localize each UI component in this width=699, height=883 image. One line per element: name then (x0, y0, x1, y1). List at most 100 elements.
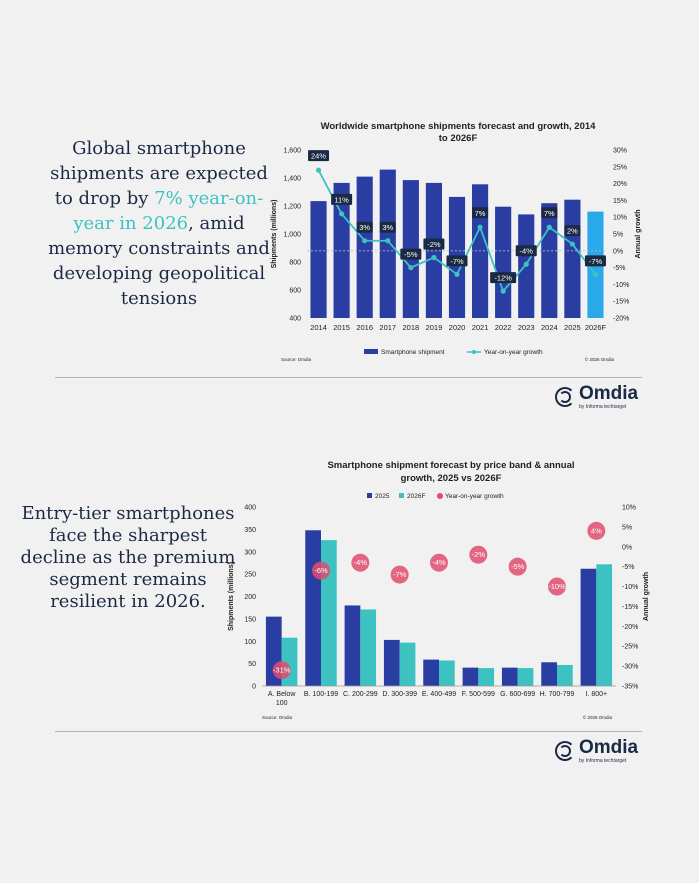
chart1-x-tick-label: 2019 (426, 323, 443, 332)
chart1-copyright: © 2026 Omdia (585, 356, 615, 362)
chart1-y2tick-label: 5% (613, 232, 623, 239)
chart1-growth-label-bg (400, 248, 422, 260)
chart2-x-tick-label: 100 (276, 700, 288, 707)
chart1-x-tick-label: 2024 (541, 323, 558, 332)
chart1-bar (333, 182, 350, 318)
chart1-growth-label: -4% (520, 247, 534, 256)
chart2-ytick-label: 300 (244, 549, 256, 556)
chart2-growth-label: -10% (548, 582, 566, 591)
chart2-x-tick-label: D. 300-399 (382, 691, 417, 698)
chart1-legend-swatch-shipment (364, 349, 378, 354)
chart1-growth-point (315, 167, 322, 173)
chart1-y2tick-label: -20% (613, 316, 629, 323)
chart2-growth-point (430, 553, 448, 572)
chart2-y2tick-label: -35% (622, 684, 638, 691)
chart1-growth-label: -7% (589, 257, 603, 266)
chart2-growth-label: -7% (393, 570, 407, 579)
omdia-logo-mark-icon (555, 741, 575, 761)
chart2-x-tick-label: G. 600-699 (500, 691, 535, 698)
chart1-ytick-label: 400 (289, 316, 301, 323)
chart1-ytick-label: 1,400 (283, 176, 301, 183)
chart2-y2tick-label: -10% (622, 584, 638, 591)
chart2-bar-2025 (580, 568, 597, 686)
chart1-growth-label: -2% (427, 240, 441, 249)
chart2-growth-point (548, 577, 566, 596)
chart2-bar-2025 (305, 530, 321, 686)
chart1-bar (356, 176, 373, 318)
chart2-bar-2025 (423, 659, 439, 686)
chart1-growth-point (569, 241, 575, 247)
chart1-growth-label-bg (541, 207, 558, 219)
chart2-title: Smartphone shipment forecast by price ba… (327, 460, 574, 471)
chart2-ytick-label: 150 (244, 616, 256, 623)
chart2-y2tick-label: -20% (622, 624, 638, 631)
chart2-bar-2025 (501, 667, 518, 686)
chart1-bar (379, 169, 396, 318)
chart1-bar (564, 199, 581, 318)
chart1-y2tick-label: 30% (613, 148, 627, 155)
chart2-y2tick-label: -25% (622, 644, 638, 651)
omdia-logo-top: Omdia by Informa techtarget (555, 384, 638, 410)
headline-top-highlight: 7% year-on-year in 2026 (73, 188, 264, 234)
chart1-growth-label-bg (423, 238, 445, 250)
chart1-growth-label: -7% (450, 257, 464, 266)
chart2-legend-swatch-2025 (367, 493, 372, 498)
chart2-growth-point (508, 557, 527, 576)
chart1-y2tick-label: -10% (613, 282, 629, 289)
chart2-bar-2025 (344, 605, 361, 686)
chart2-bar-2026 (517, 668, 534, 686)
chart1-x-tick-label: 2016 (356, 323, 373, 332)
chart2-y-axis-label: Shipments (millions) (228, 562, 235, 631)
chart1-y-axis-label: Shipments (millions) (271, 200, 278, 269)
chart2-legend-label-2026: 2026F (407, 493, 425, 500)
chart2-legend-swatch-growth (437, 493, 443, 499)
chart1-growth-label-bg (490, 272, 517, 284)
chart2-legend-label-growth: Year-on-year growth (445, 493, 504, 500)
chart1-growth-point (477, 224, 483, 230)
chart1-ytick-label: 1,000 (283, 232, 301, 239)
chart1-growth-label-bg (356, 221, 373, 233)
chart2-y2tick-label: 5% (622, 524, 632, 531)
chart2-x-tick-label: H. 700-799 (540, 691, 575, 698)
omdia-logo-bottom: Omdia by Informa techtarget (555, 738, 638, 764)
chart1-x-tick-label: 2021 (472, 323, 489, 332)
chart2-growth-label: 4% (591, 526, 602, 535)
chart1-x-tick-label: 2020 (449, 323, 466, 332)
chart2-bar-2026 (557, 664, 573, 686)
chart2-x-tick-label: B. 100-199 (304, 691, 338, 698)
chart2-growth-label: -4% (354, 558, 368, 567)
chart2-copyright: © 2025 Omdia (583, 714, 613, 720)
chart1-x-tick-label: 2017 (379, 323, 396, 332)
chart1-source: Source: Omdia (281, 357, 312, 362)
chart2-growth-point (587, 521, 606, 540)
chart1-ytick-label: 600 (289, 288, 301, 295)
section-divider-top (55, 377, 642, 378)
chart2-growth-point (272, 661, 291, 680)
chart2-y2tick-label: -30% (622, 664, 638, 671)
chart2-growth-point (390, 565, 409, 584)
chart1-growth-label: -5% (404, 250, 418, 259)
chart1-growth-point (454, 271, 460, 277)
chart1-y2tick-label: -15% (613, 299, 629, 306)
chart1-bar (425, 182, 442, 318)
chart2-bar-2025 (383, 639, 400, 686)
logo-name: Omdia (579, 383, 639, 404)
chart1-y2tick-label: 25% (613, 164, 627, 171)
chart1-ytick-label: 800 (289, 260, 301, 267)
chart2-x-tick-label: F. 500-599 (462, 691, 495, 698)
chart2-bar-2026 (596, 564, 613, 686)
chart2-growth-label: -5% (511, 562, 525, 571)
chart1-title-line2: to 2026F (439, 133, 478, 144)
chart1-legend-swatch-growth-dot (472, 350, 476, 354)
chart2-title-line2: growth, 2025 vs 2026F (401, 473, 502, 484)
chart2-x-tick-label: E. 400-499 (422, 691, 456, 698)
chart2-y2-axis-label: Annual growth (643, 572, 650, 621)
headline-top-before: Global smartphone shipments are expected… (50, 138, 268, 209)
chart1-bar (541, 203, 558, 318)
chart1-growth-label: 11% (334, 195, 349, 204)
chart1-growth-label-bg (446, 255, 468, 267)
chart2-ytick-label: 50 (248, 661, 256, 668)
chart2-y2tick-label: -15% (622, 604, 638, 611)
chart1-x-tick-label: 2023 (518, 323, 535, 332)
chart1-growth-point (339, 211, 345, 217)
